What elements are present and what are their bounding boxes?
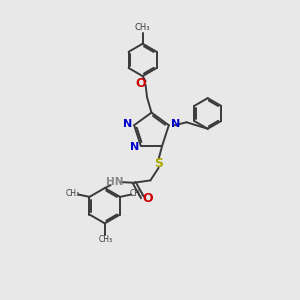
Text: CH₃: CH₃	[135, 23, 150, 32]
Text: O: O	[142, 192, 153, 206]
Text: O: O	[135, 77, 146, 90]
Text: N: N	[171, 119, 180, 129]
Text: CH₃: CH₃	[66, 189, 80, 198]
Text: N: N	[123, 119, 132, 129]
Text: N: N	[130, 142, 139, 152]
Text: CH₃: CH₃	[99, 236, 113, 244]
Text: HN: HN	[106, 177, 124, 187]
Text: S: S	[154, 157, 163, 170]
Text: CH₃: CH₃	[130, 189, 144, 198]
